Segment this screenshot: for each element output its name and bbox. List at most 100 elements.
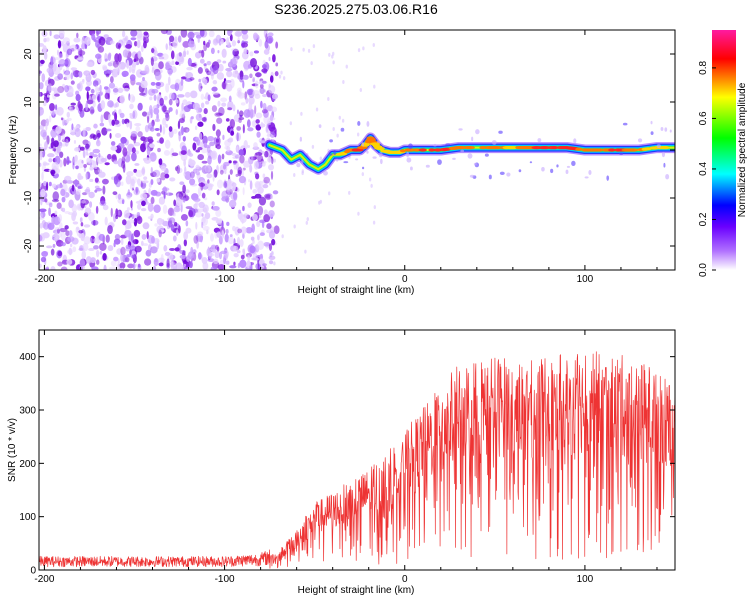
noise-blob [195,136,200,141]
noise-blob [271,156,274,165]
noise-blob [153,50,158,57]
noise-blob [73,37,81,43]
ridge-hotspot [575,147,583,151]
ridge-speck [299,136,302,142]
noise-blob [91,33,96,41]
noise-blob [176,164,181,174]
noise-blob [176,167,183,174]
noise-blob [134,163,140,166]
noise-blob [95,139,101,147]
noise-blob [135,126,141,132]
noise-blob [245,97,249,104]
noise-blob [253,142,258,149]
noise-blob [142,76,145,81]
noise-blob [310,61,313,66]
noise-blob [250,156,254,162]
noise-blob [203,40,206,46]
noise-blob [271,250,274,255]
noise-blob [142,222,150,230]
noise-blob [56,145,61,154]
noise-blob [57,59,65,65]
noise-blob [39,222,43,229]
noise-blob [269,131,276,138]
noise-blob [117,209,123,218]
noise-blob [150,246,158,254]
noise-blob [257,205,264,216]
noise-blob [68,247,73,256]
noise-blob [232,70,239,78]
noise-blob [327,96,330,101]
noise-blob [74,147,81,152]
noise-blob [169,247,176,251]
noise-blob [232,50,235,56]
noise-blob [99,84,102,92]
noise-blob [262,183,269,189]
noise-blob [55,125,62,135]
ridge-hotspot [608,148,616,152]
noise-blob [54,93,60,97]
noise-blob [226,83,233,92]
noise-blob [165,123,168,128]
noise-blob [158,95,161,100]
ridge-hotspot [507,146,519,150]
noise-blob [130,200,133,209]
noise-blob [193,235,199,244]
noise-blob [311,144,315,149]
noise-blob [44,198,48,203]
noise-blob [97,45,105,53]
noise-blob [212,79,218,85]
noise-blob [233,183,237,191]
noise-blob [52,66,61,75]
noise-blob [95,129,101,140]
noise-blob [119,262,126,269]
noise-blob [85,150,89,156]
noise-blob [39,106,44,116]
noise-blob [233,253,239,258]
noise-blob [141,111,148,117]
noise-blob [215,138,220,143]
noise-blob [151,88,159,94]
noise-blob [192,142,197,151]
x-tick-label: -100 [215,274,235,285]
ridge-speck [669,129,672,133]
noise-blob [151,236,155,244]
noise-blob [160,172,166,181]
noise-blob [189,261,193,269]
noise-blob [114,112,118,122]
noise-blob [197,67,203,74]
noise-blob [122,147,128,157]
ridge-speck [361,142,365,147]
noise-blob [143,136,150,143]
noise-blob [108,113,111,123]
noise-blob [188,158,193,165]
noise-blob [90,69,96,76]
noise-blob [86,157,93,164]
noise-blob [64,84,70,93]
noise-blob [88,211,95,222]
noise-blob [186,66,193,71]
noise-blob [187,57,192,67]
noise-blob [226,37,230,46]
noise-blob [121,118,125,125]
noise-blob [227,107,233,111]
noise-blob [168,217,176,224]
noise-blob [81,159,84,164]
noise-blob [85,126,91,132]
ridge-speck [452,157,456,160]
noise-blob [238,175,246,184]
noise-blob [230,130,235,136]
noise-blob [110,145,118,151]
noise-blob [194,125,198,131]
noise-blob [212,173,215,182]
noise-blob [178,225,181,234]
noise-blob [95,40,100,48]
noise-blob [255,119,260,124]
noise-blob [269,114,274,122]
noise-blob [242,232,245,239]
noise-blob [202,204,209,213]
noise-blob [85,143,90,149]
noise-blob [248,88,255,99]
noise-blob [103,34,109,39]
noise-blob [142,243,149,246]
noise-blob [362,46,365,51]
